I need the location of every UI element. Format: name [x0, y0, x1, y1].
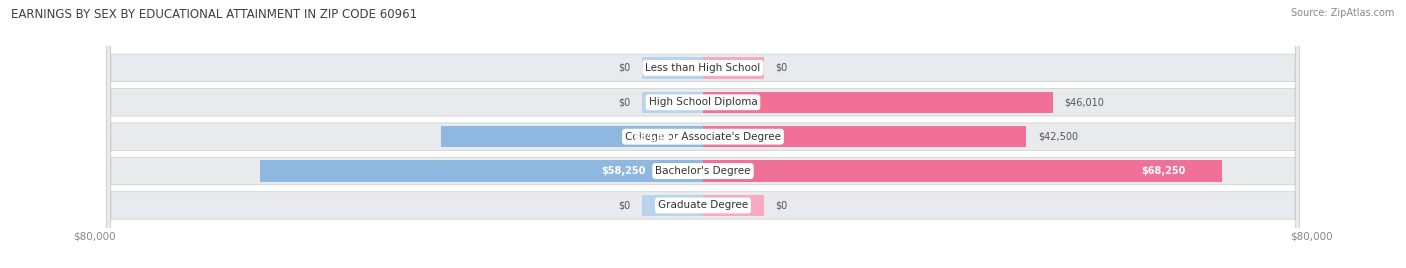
Text: Source: ZipAtlas.com: Source: ZipAtlas.com [1291, 8, 1395, 18]
FancyBboxPatch shape [107, 0, 1299, 268]
Bar [703, 57, 763, 79]
FancyBboxPatch shape [107, 0, 1299, 268]
Text: $0: $0 [775, 200, 787, 210]
Text: Less than High School: Less than High School [645, 63, 761, 73]
Bar [703, 195, 763, 216]
Text: Bachelor's Degree: Bachelor's Degree [655, 166, 751, 176]
Text: $0: $0 [619, 200, 631, 210]
Text: $46,010: $46,010 [1064, 97, 1105, 107]
Text: $34,441: $34,441 [634, 132, 678, 142]
Bar [643, 195, 703, 216]
Text: $0: $0 [775, 63, 787, 73]
Bar [643, 57, 703, 79]
Text: $58,250: $58,250 [600, 166, 645, 176]
Text: High School Diploma: High School Diploma [648, 97, 758, 107]
FancyBboxPatch shape [107, 0, 1299, 268]
Text: $0: $0 [619, 63, 631, 73]
Bar [441, 126, 703, 147]
Text: EARNINGS BY SEX BY EDUCATIONAL ATTAINMENT IN ZIP CODE 60961: EARNINGS BY SEX BY EDUCATIONAL ATTAINMEN… [11, 8, 418, 21]
Bar [703, 92, 1053, 113]
FancyBboxPatch shape [107, 0, 1299, 268]
Bar [703, 161, 1222, 182]
Text: $42,500: $42,500 [1038, 132, 1078, 142]
Text: $68,250: $68,250 [1142, 166, 1187, 176]
Bar [643, 92, 703, 113]
FancyBboxPatch shape [107, 0, 1299, 268]
Text: $0: $0 [619, 97, 631, 107]
Text: College or Associate's Degree: College or Associate's Degree [626, 132, 780, 142]
Bar [260, 161, 703, 182]
Text: Graduate Degree: Graduate Degree [658, 200, 748, 210]
Bar [703, 126, 1026, 147]
